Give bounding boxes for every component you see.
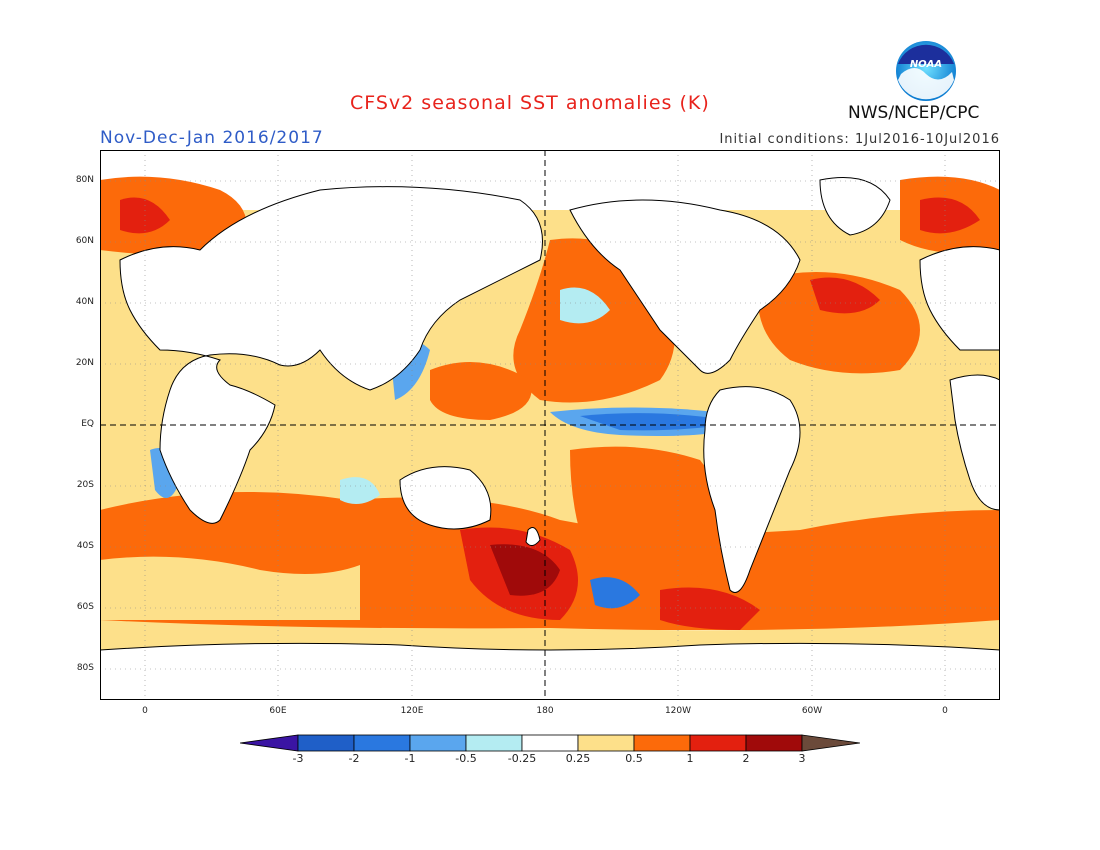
- colorbar-seg: [689, 734, 747, 752]
- continents: [100, 177, 1000, 700]
- lat-label: 20N: [75, 358, 94, 368]
- colorbar-label: -3: [292, 752, 304, 765]
- colorbar-label: -0.5: [455, 752, 477, 765]
- lon-label: 60W: [801, 706, 823, 716]
- colorbar-label: 0.5: [625, 752, 643, 765]
- lat-label: 60S: [76, 602, 94, 612]
- colorbar-seg: [353, 734, 411, 752]
- sst-anomaly-map: [100, 150, 1000, 700]
- lat-label: EQ: [81, 419, 94, 429]
- lon-label: 0: [942, 706, 948, 716]
- colorbar-seg: [297, 734, 355, 752]
- colorbar-seg: [745, 734, 803, 752]
- map-title: CFSv2 seasonal SST anomalies (K): [350, 92, 710, 114]
- lat-label: 20S: [76, 480, 94, 490]
- agency-label: NWS/NCEP/CPC: [848, 103, 980, 123]
- colorbar-label: -2: [348, 752, 360, 765]
- forecast-period: Nov-Dec-Jan 2016/2017: [100, 128, 324, 148]
- noaa-logo: NOAA: [896, 41, 956, 101]
- colorbar: [240, 734, 860, 752]
- colorbar-seg: [633, 734, 691, 752]
- colorbar-label: 2: [742, 752, 750, 765]
- initial-conditions: Initial conditions: 1Jul2016-10Jul2016: [719, 132, 1000, 147]
- colorbar-label: -0.25: [507, 752, 537, 765]
- lon-label: 60E: [269, 706, 287, 716]
- colorbar-seg: [577, 734, 635, 752]
- colorbar-seg: [409, 734, 467, 752]
- lon-label: 120E: [400, 706, 424, 716]
- logo-text: NOAA: [910, 59, 942, 70]
- colorbar-seg: [465, 734, 523, 752]
- colorbar-label: 0.25: [565, 752, 591, 765]
- colorbar-seg: [240, 734, 299, 752]
- colorbar-label: 1: [686, 752, 694, 765]
- colorbar-label: -1: [404, 752, 416, 765]
- colorbar-seg: [801, 734, 860, 752]
- lat-label: 40S: [76, 541, 94, 551]
- colorbar-seg: [521, 734, 579, 752]
- lat-label: 80S: [76, 663, 94, 673]
- lat-label: 80N: [75, 175, 94, 185]
- colorbar-label: 3: [798, 752, 806, 765]
- lon-label: 120W: [664, 706, 692, 716]
- lat-label: 60N: [75, 236, 94, 246]
- lon-label: 180: [536, 706, 554, 716]
- lat-label: 40N: [75, 297, 94, 307]
- graticule: [100, 150, 1000, 700]
- lon-label: 0: [142, 706, 148, 716]
